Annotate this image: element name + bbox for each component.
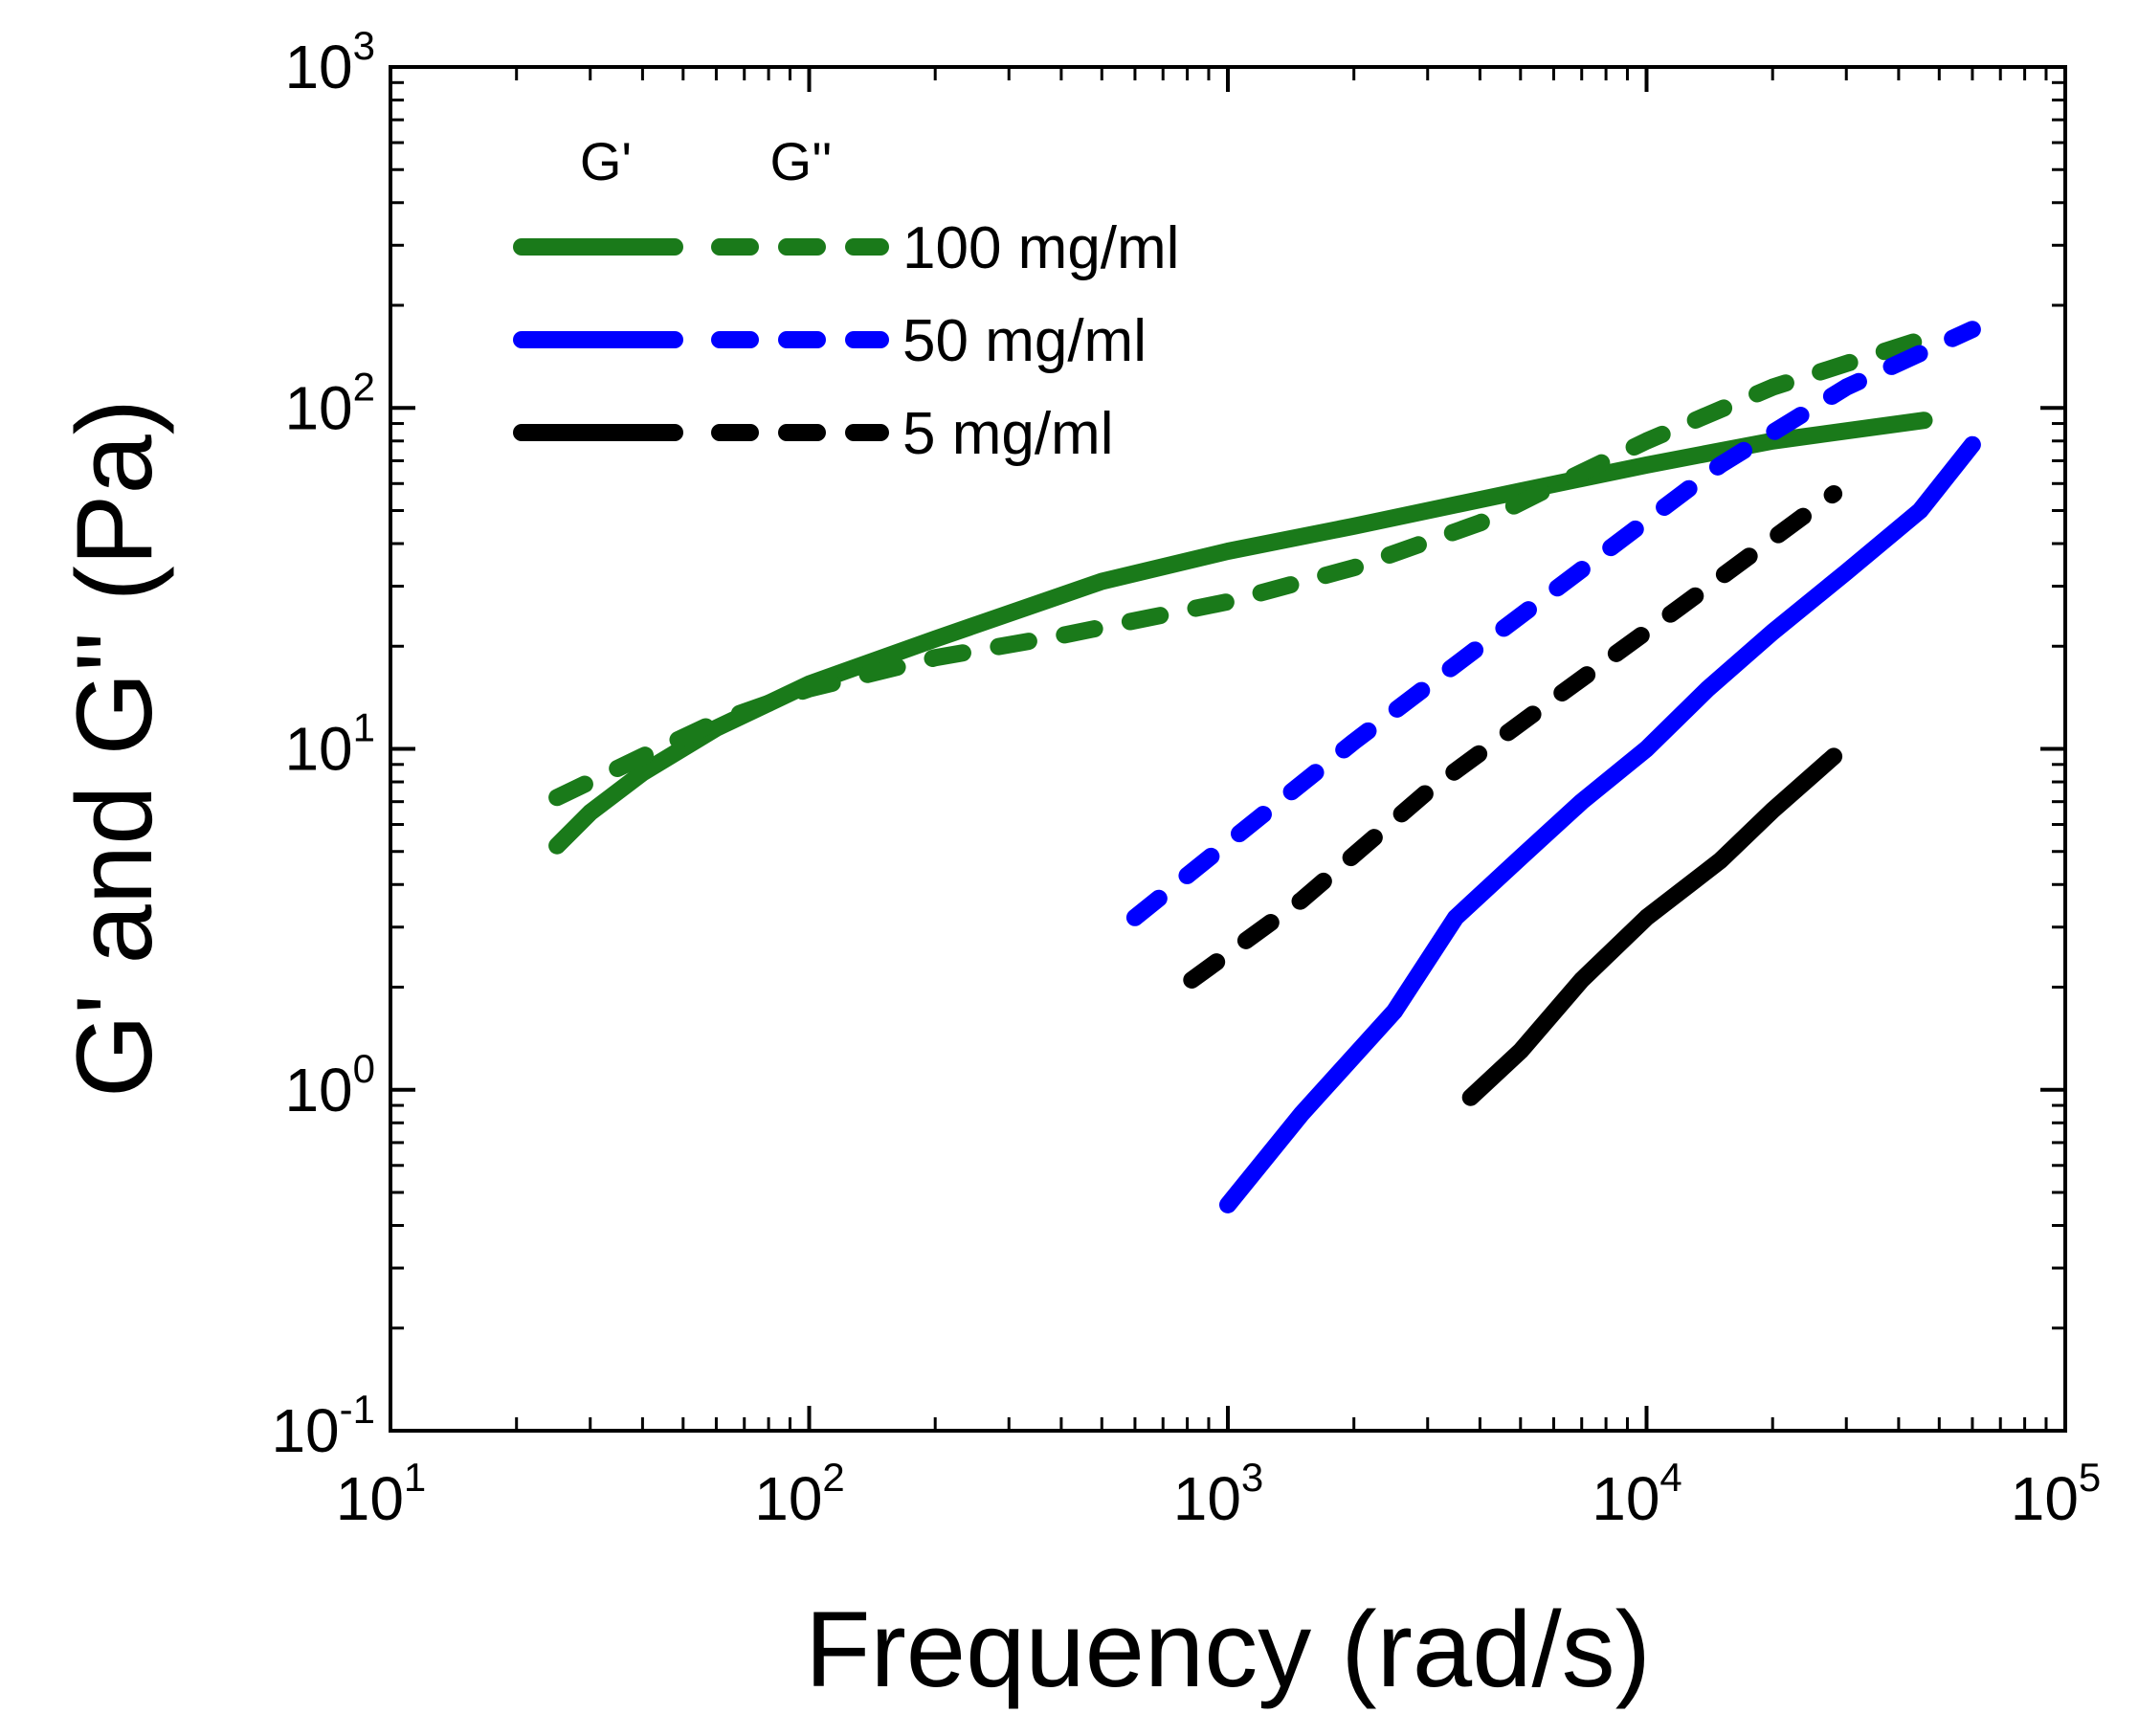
x-tick-label-exponent: 3: [1241, 1455, 1263, 1500]
series-line-loss-50: [1125, 321, 1981, 926]
x-tick-label: 104: [1592, 1455, 1682, 1533]
y-tick-label-base: 10: [271, 1396, 339, 1465]
x-tick-labels: 101 102 103 104 105: [336, 1455, 2102, 1533]
y-tick-label: 101: [284, 705, 375, 784]
x-tick-label: 103: [1173, 1455, 1264, 1533]
y-tick-label-base: 10: [284, 33, 352, 101]
y-tick-label: 103: [284, 23, 375, 101]
series-layer: [548, 321, 1981, 1213]
legend-label: 50 mg/ml: [902, 308, 1147, 374]
x-tick-label-exponent: 1: [404, 1455, 426, 1500]
legend-entries: 100 mg/ml 50 mg/ml 5 mg/ml: [513, 215, 1179, 467]
x-tick-label-base: 10: [2011, 1464, 2079, 1533]
y-tick-label: 10-1: [271, 1387, 375, 1465]
x-tick-label: 105: [2011, 1455, 2102, 1533]
minor-ticks: [390, 67, 2065, 1431]
y-tick-label-exponent: 1: [353, 705, 375, 750]
legend-header-loss: G'': [770, 131, 833, 191]
x-tick-label-base: 10: [1592, 1464, 1659, 1533]
y-tick-label-exponent: 2: [353, 364, 375, 409]
y-tick-label: 102: [284, 364, 375, 442]
x-tick-label-base: 10: [1173, 1464, 1241, 1533]
legend-label: 5 mg/ml: [902, 401, 1113, 467]
series-line-storage-50: [1219, 435, 1981, 1213]
x-tick-label: 101: [336, 1455, 427, 1533]
y-tick-label: 100: [284, 1046, 375, 1124]
y-axis-label: G' and G'' (Pa): [55, 399, 174, 1098]
legend: G' G'' 100 mg/ml 50 mg/ml 5 mg/ml: [513, 131, 1179, 467]
y-tick-label-base: 10: [284, 373, 352, 442]
y-tick-label-base: 10: [284, 715, 352, 784]
series-line-loss-100: [548, 324, 1949, 807]
x-tick-label-exponent: 5: [2079, 1455, 2101, 1500]
x-axis-label: Frequency (rad/s): [805, 1590, 1651, 1709]
legend-header-storage: G': [580, 131, 632, 191]
x-tick-label-exponent: 2: [822, 1455, 844, 1500]
x-tick-label: 102: [754, 1455, 845, 1533]
legend-label: 100 mg/ml: [902, 215, 1179, 281]
x-tick-label-exponent: 4: [1659, 1455, 1681, 1500]
series-line-storage-5: [1461, 747, 1843, 1106]
x-tick-label-base: 10: [336, 1464, 404, 1533]
y-tick-label-exponent: 3: [353, 23, 375, 68]
x-tick-label-base: 10: [754, 1464, 822, 1533]
plot-frame: [389, 65, 2067, 1433]
y-tick-label-exponent: 0: [353, 1046, 375, 1091]
y-tick-label-base: 10: [284, 1056, 352, 1124]
series-line-storage-100: [548, 412, 1933, 855]
y-tick-label-exponent: -1: [340, 1387, 375, 1432]
